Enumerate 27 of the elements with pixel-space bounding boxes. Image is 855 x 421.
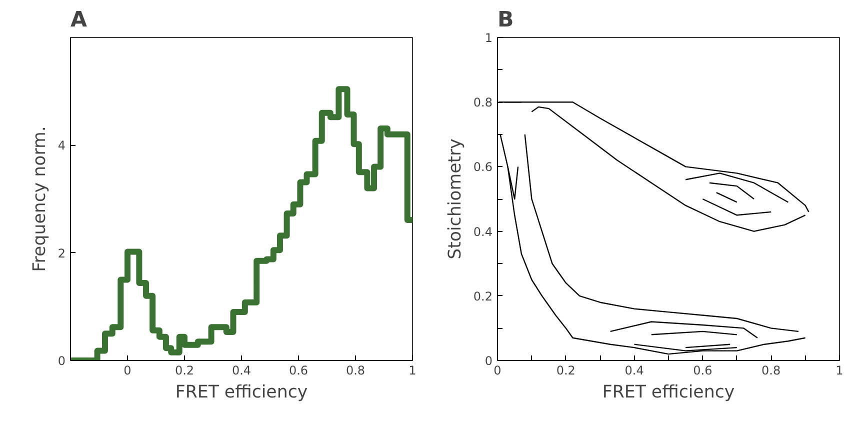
y-tick-label: 0.6 — [473, 160, 493, 174]
y-tick-label: 0 — [58, 354, 66, 368]
y-tick-label: 2 — [58, 246, 66, 260]
x-tick-label: 0.6 — [288, 364, 308, 378]
chart-title: B — [498, 8, 514, 32]
y-tick-label: 1 — [484, 31, 493, 45]
x-tick-label: 0.4 — [232, 364, 252, 378]
x-tick-label: 1 — [836, 364, 844, 378]
y-tick-label: 0.8 — [473, 96, 493, 110]
y-tick-label: 0.4 — [473, 224, 493, 239]
x-tick-label: 0.2 — [556, 364, 576, 378]
y-tick-label: 0 — [484, 354, 493, 368]
x-axis-title: FRET efficiency — [175, 382, 308, 402]
x-tick-label: 0.6 — [693, 364, 712, 378]
x-tick-label: 0.2 — [174, 364, 194, 378]
x-axis-title: FRET efficiency — [602, 382, 735, 402]
x-tick-label: 0.8 — [346, 364, 366, 378]
x-tick-label: 1 — [408, 364, 416, 378]
y-axis-title: Stoichiometry — [445, 138, 466, 260]
x-tick-label: 0 — [124, 364, 132, 378]
y-tick-label: 4 — [58, 138, 66, 153]
x-tick-label: 0 — [494, 364, 502, 378]
y-tick-label: 0.2 — [473, 289, 493, 304]
y-axis-title: Frequency norm. — [30, 126, 50, 272]
x-tick-label: 0.8 — [762, 364, 781, 378]
chart-title: A — [70, 8, 88, 32]
x-tick-label: 0.4 — [624, 364, 644, 378]
